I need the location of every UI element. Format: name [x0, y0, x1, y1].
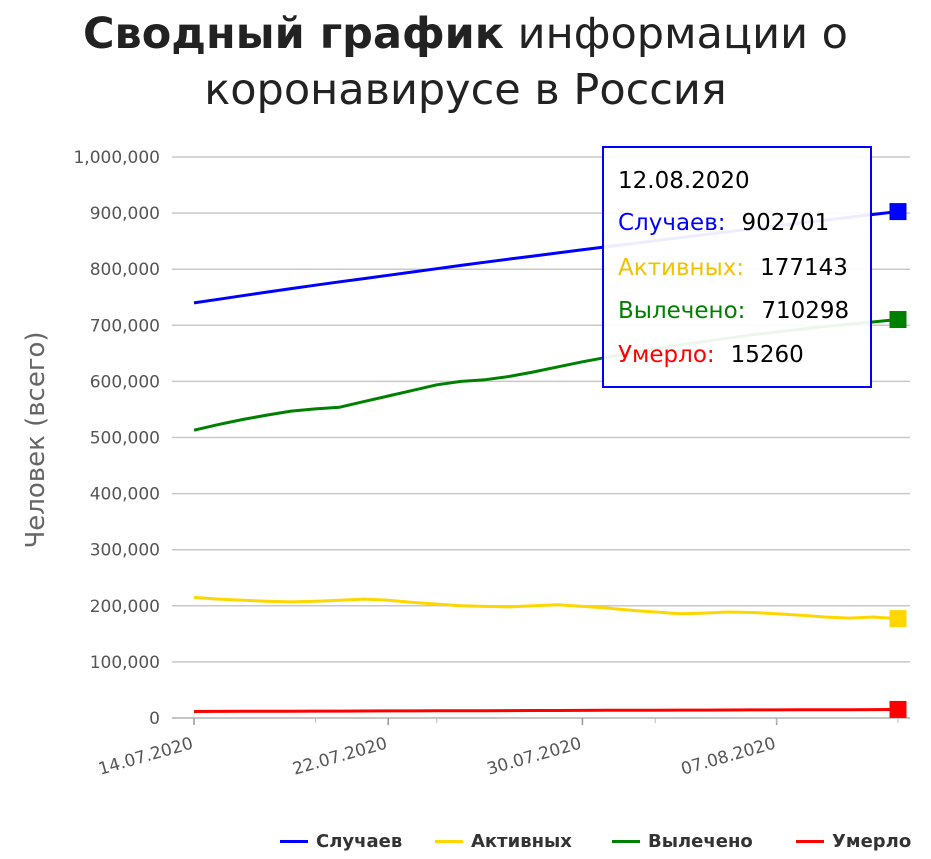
y-tick-label: 900,000 [90, 204, 160, 224]
tooltip-label-recovered: Вылечено: [618, 298, 746, 324]
grid-lines [172, 156, 910, 719]
y-tick-label: 300,000 [90, 541, 160, 561]
tooltip-value-deaths: 15260 [730, 342, 804, 368]
legend-label-cases: Случаев [316, 830, 403, 852]
y-tick-label: 1,000,000 [73, 148, 160, 168]
y-tick-label: 100,000 [90, 653, 160, 673]
chart-title: Сводный график информации о коронавирусе… [0, 6, 931, 118]
legend-swatch-deaths [796, 839, 824, 843]
tooltip-value-active: 177143 [760, 255, 848, 281]
chart-title-rest: информации о коронавирусе в Россия [204, 9, 848, 115]
tooltip-value-cases: 902701 [741, 210, 830, 236]
legend-label-deaths: Умерло [832, 830, 912, 852]
y-tick-label: 0 [149, 709, 160, 729]
legend-label-active: Активных [471, 830, 572, 852]
x-tick-label: 07.08.2020 [679, 734, 778, 780]
y-tick-label: 400,000 [90, 485, 160, 505]
x-axis-ticks: 14.07.2020 22.07.2020 30.07.2020 07.08.2020 [96, 717, 910, 780]
tooltip-row-deaths: Умерло: 15260 [618, 342, 804, 368]
tooltip-label-cases: Случаев: [618, 210, 726, 236]
legend-swatch-recovered [612, 839, 640, 843]
end-marker-recovered[interactable] [889, 311, 907, 329]
legend-item-deaths[interactable]: Умерло [796, 828, 911, 854]
x-tick-label: 22.07.2020 [290, 734, 389, 780]
legend-item-active[interactable]: Активных [435, 828, 572, 854]
end-marker-deaths[interactable] [889, 700, 907, 718]
tooltip-value-recovered: 710298 [761, 298, 850, 324]
y-tick-label: 200,000 [90, 597, 160, 617]
y-tick-label: 600,000 [90, 372, 160, 392]
tooltip-label-active: Активных: [618, 255, 745, 281]
y-tick-label: 800,000 [90, 260, 160, 280]
tooltip-row-cases: Случаев: 902701 [618, 210, 829, 236]
tooltip-row-active: Активных: 177143 [618, 255, 848, 281]
x-tick-label: 14.07.2020 [96, 734, 195, 780]
chart-legend: Случаев Активных Вылечено Умерло [0, 828, 931, 854]
tooltip-row-recovered: Вылечено: 710298 [618, 298, 849, 324]
end-marker-active[interactable] [889, 610, 907, 628]
y-axis-label: Человек (всего) [21, 331, 51, 548]
tooltip-label-deaths: Умерло: [618, 342, 715, 368]
x-tick-label: 30.07.2020 [485, 734, 584, 780]
legend-item-cases[interactable]: Случаев [280, 828, 402, 854]
legend-item-recovered[interactable]: Вылечено [612, 828, 753, 854]
tooltip-date: 12.08.2020 [618, 168, 750, 194]
series-end-markers [889, 203, 907, 718]
series-line-active [193, 595, 899, 621]
end-marker-cases[interactable] [889, 203, 907, 221]
y-tick-label: 700,000 [90, 316, 160, 336]
y-tick-label: 500,000 [90, 429, 160, 449]
legend-swatch-cases [280, 839, 308, 843]
y-axis-ticks: 0 100,000 200,000 300,000 400,000 500,000 600,… [73, 148, 160, 729]
legend-label-recovered: Вылечено [648, 830, 753, 852]
chart-title-bold: Сводный график [82, 9, 504, 59]
series-line-deaths [193, 707, 899, 713]
hover-tooltip: 12.08.2020 Случаев: 902701 Активных: 17714… [602, 146, 872, 388]
legend-swatch-active [435, 839, 463, 843]
